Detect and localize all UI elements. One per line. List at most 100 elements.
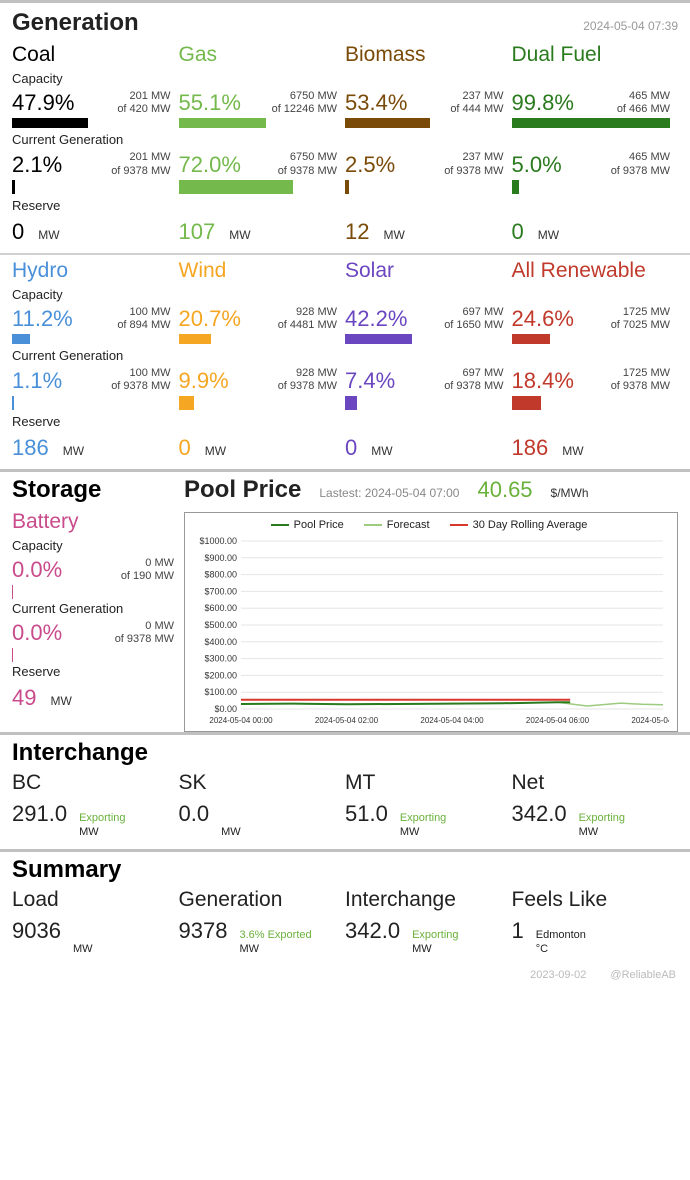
capacity-pct: 53.4% xyxy=(345,90,407,116)
gen-pct: 9.9% xyxy=(179,368,229,394)
gen-bar xyxy=(179,180,293,194)
svg-text:$800.00: $800.00 xyxy=(204,569,237,579)
timestamp: 2024-05-04 07:39 xyxy=(583,19,678,33)
source-name: All Renewable xyxy=(512,255,671,285)
stat-unit: MW xyxy=(579,825,625,839)
reserve-label: Reserve xyxy=(0,198,690,213)
stat-name: SK xyxy=(179,767,346,799)
capacity-pct: 11.2% xyxy=(12,306,73,332)
current-gen-label: Current Generation xyxy=(0,348,690,363)
reserve-unit: MW xyxy=(205,444,226,458)
capacity-of: of 444 MW xyxy=(450,103,503,116)
svg-text:2024-05-04 04:00: 2024-05-04 04:00 xyxy=(420,716,484,725)
gen-bar xyxy=(512,396,541,410)
stat-status: 3.6% Exported xyxy=(239,928,311,942)
stat-unit: MW xyxy=(79,825,125,839)
stat-unit: °C xyxy=(536,942,586,956)
reserve-unit: MW xyxy=(63,444,84,458)
section-title-summary: Summary xyxy=(12,856,678,884)
capacity-label: Capacity xyxy=(0,287,690,302)
reserve-value: 186 xyxy=(512,435,549,461)
capacity-mw: 237 MW xyxy=(450,90,503,103)
storage-bar xyxy=(12,648,13,662)
svg-text:$500.00: $500.00 xyxy=(204,620,237,630)
legend-swatch xyxy=(271,524,289,526)
capacity-of: of 466 MW xyxy=(617,103,670,116)
capacity-of: of 4481 MW xyxy=(278,319,337,332)
legend-swatch xyxy=(450,524,468,526)
stat-name: BC xyxy=(12,767,179,799)
gen-mw: 697 MW xyxy=(444,367,503,380)
stat-value: 0.0 xyxy=(179,801,210,827)
pool-latest-label: Lastest: 2024-05-04 07:00 xyxy=(319,486,459,500)
gen-pct: 2.5% xyxy=(345,152,395,178)
gen-bar xyxy=(345,180,349,194)
pool-price-unit: $/MWh xyxy=(551,486,589,500)
capacity-bar xyxy=(512,334,551,344)
gen-pct: 5.0% xyxy=(512,152,562,178)
capacity-mw: 201 MW xyxy=(117,90,170,103)
storage-column: Storage BatteryCapacity0.0%0 MWof 190 MW… xyxy=(12,472,184,732)
gen-mw: 465 MW xyxy=(611,151,670,164)
source-name: Wind xyxy=(179,255,338,285)
gen-mw: 928 MW xyxy=(278,367,337,380)
stat-name: Generation xyxy=(179,884,346,916)
gen-of: of 9378 MW xyxy=(278,380,337,393)
reserve-value: 12 xyxy=(345,219,369,245)
stat-value: 342.0 xyxy=(512,801,567,827)
footer-handle: @ReliableAB xyxy=(610,969,676,981)
reserve-unit: MW xyxy=(371,444,392,458)
storage-name: Battery xyxy=(12,506,174,536)
footer-date: 2023-09-02 xyxy=(530,969,586,981)
legend-item: Forecast xyxy=(364,519,430,531)
storage-bar xyxy=(12,585,13,599)
source-name: Gas xyxy=(179,39,338,69)
capacity-pct: 24.6% xyxy=(512,306,574,332)
svg-text:$100.00: $100.00 xyxy=(204,687,237,697)
gen-mw: 100 MW xyxy=(111,367,170,380)
capacity-pct: 42.2% xyxy=(345,306,407,332)
capacity-mw: 928 MW xyxy=(278,306,337,319)
source-name: Hydro xyxy=(12,255,171,285)
stat-unit: MW xyxy=(73,942,93,956)
capacity-of: of 7025 MW xyxy=(611,319,670,332)
reserve-unit: MW xyxy=(538,228,559,242)
gen-mw: 1725 MW xyxy=(611,367,670,380)
stat-status: Edmonton xyxy=(536,928,586,942)
capacity-mw: 1725 MW xyxy=(611,306,670,319)
capacity-mw: 697 MW xyxy=(444,306,503,319)
reserve-value: 0 xyxy=(512,219,524,245)
storage-reserve-value: 49 xyxy=(12,685,36,711)
svg-text:$300.00: $300.00 xyxy=(204,653,237,663)
stat-name: Load xyxy=(12,884,179,916)
legend-item: Pool Price xyxy=(271,519,344,531)
source-name: Biomass xyxy=(345,39,504,69)
gen-bar xyxy=(12,180,15,194)
gen-of: of 9378 MW xyxy=(111,165,170,178)
legend-item: 30 Day Rolling Average xyxy=(450,519,588,531)
stat-name: Interchange xyxy=(345,884,512,916)
legend-label: 30 Day Rolling Average xyxy=(473,519,588,531)
legend-swatch xyxy=(364,524,382,526)
reserve-unit: MW xyxy=(562,444,583,458)
legend-label: Forecast xyxy=(387,519,430,531)
svg-text:$700.00: $700.00 xyxy=(204,586,237,596)
storage-sublabel: Current Generation xyxy=(12,601,174,616)
section-header-generation: Generation 2024-05-04 07:39 xyxy=(0,0,690,39)
reserve-value: 0 xyxy=(12,219,24,245)
section-title-interchange: Interchange xyxy=(12,739,678,767)
capacity-pct: 55.1% xyxy=(179,90,241,116)
legend-label: Pool Price xyxy=(294,519,344,531)
section-title: Generation xyxy=(12,9,139,37)
svg-text:$0.00: $0.00 xyxy=(214,704,237,714)
source-name: Dual Fuel xyxy=(512,39,671,69)
source-name: Coal xyxy=(12,39,171,69)
stat-unit: MW xyxy=(412,942,458,956)
stat-value: 9036 xyxy=(12,918,61,944)
source-name: Solar xyxy=(345,255,504,285)
capacity-label: Capacity xyxy=(0,71,690,86)
gen-of: of 9378 MW xyxy=(111,380,170,393)
capacity-mw: 465 MW xyxy=(617,90,670,103)
pool-column: Pool Price Lastest: 2024-05-04 07:00 40.… xyxy=(184,472,678,732)
stat-unit: MW xyxy=(400,825,446,839)
